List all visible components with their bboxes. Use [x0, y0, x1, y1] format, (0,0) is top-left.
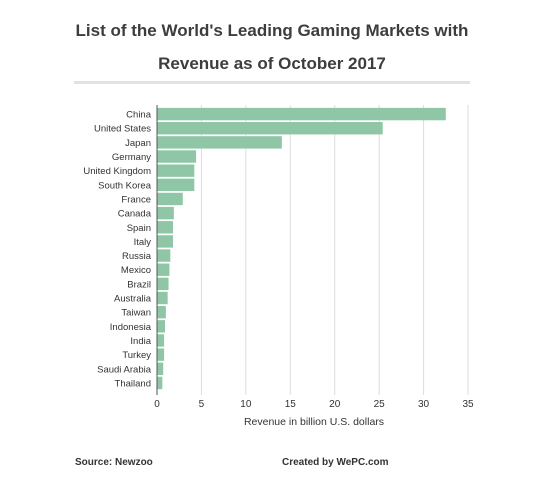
- grid-lines: [200, 105, 469, 395]
- category-label: Canada: [118, 209, 152, 220]
- bar-indonesia: [157, 320, 165, 333]
- category-labels: China United States Japan Germany United Kin…: [83, 110, 151, 390]
- bar-turkey: [157, 348, 165, 361]
- x-axis-label: Revenue in billion U.S. dollars: [244, 416, 384, 428]
- bar-canada: [157, 206, 174, 220]
- bar-japan: [157, 136, 282, 149]
- x-tick-label: 5: [199, 399, 205, 410]
- x-tick-label: 20: [329, 399, 341, 410]
- x-tick-label: 10: [240, 399, 252, 410]
- category-label: France: [121, 194, 151, 205]
- category-label: Turkey: [122, 350, 151, 361]
- credit-note: Created by WePC.com: [282, 457, 389, 468]
- bar-saudi-arabia: [157, 362, 164, 375]
- category-label: China: [126, 110, 152, 121]
- title-divider: [74, 81, 470, 84]
- category-label: Saudi Arabia: [97, 364, 152, 375]
- category-label: United Kingdom: [83, 166, 151, 177]
- bar-brazil: [157, 277, 169, 291]
- bar-france: [157, 192, 183, 206]
- chart-title: List of the World's Leading Gaming Marke…: [0, 14, 544, 80]
- bar-thailand: [157, 376, 163, 390]
- chart-title-line-1: List of the World's Leading Gaming Marke…: [75, 21, 469, 40]
- chart-title-line-2: Revenue as of October 2017: [158, 54, 386, 73]
- x-tick-label: 25: [374, 399, 386, 410]
- category-label: Brazil: [127, 279, 151, 290]
- category-label: India: [130, 336, 151, 347]
- category-label: Indonesia: [110, 322, 152, 333]
- category-label: Germany: [112, 152, 151, 163]
- category-label: United States: [94, 124, 151, 135]
- category-label: Japan: [125, 138, 151, 149]
- bar-south-korea: [157, 178, 195, 192]
- category-label: Australia: [114, 294, 152, 305]
- x-tick-label: 15: [285, 399, 297, 410]
- x-tick-labels: 0 5 10 15 20 25 30 35: [154, 399, 474, 410]
- category-label: Italy: [134, 237, 152, 248]
- bar-united-kingdom: [157, 164, 195, 177]
- bar-australia: [157, 291, 168, 305]
- category-label: Russia: [122, 251, 152, 262]
- bar-india: [157, 334, 165, 347]
- x-tick-label: 0: [154, 399, 160, 410]
- bar-russia: [157, 249, 171, 262]
- category-label: Taiwan: [121, 308, 151, 319]
- bar-spain: [157, 221, 173, 234]
- bar-germany: [157, 150, 197, 163]
- category-label: South Korea: [98, 180, 152, 191]
- source-note: Source: Newzoo: [75, 457, 153, 468]
- bar-mexico: [157, 263, 170, 276]
- category-label: Mexico: [121, 265, 151, 276]
- bar-italy: [157, 235, 173, 248]
- bar-united-states: [157, 122, 383, 135]
- category-label: Thailand: [115, 378, 151, 389]
- bar-china: [157, 107, 446, 121]
- bar-taiwan: [157, 305, 166, 319]
- x-tick-label: 35: [462, 399, 474, 410]
- category-label: Spain: [127, 223, 151, 234]
- bars: [157, 107, 446, 390]
- x-tick-label: 30: [418, 399, 430, 410]
